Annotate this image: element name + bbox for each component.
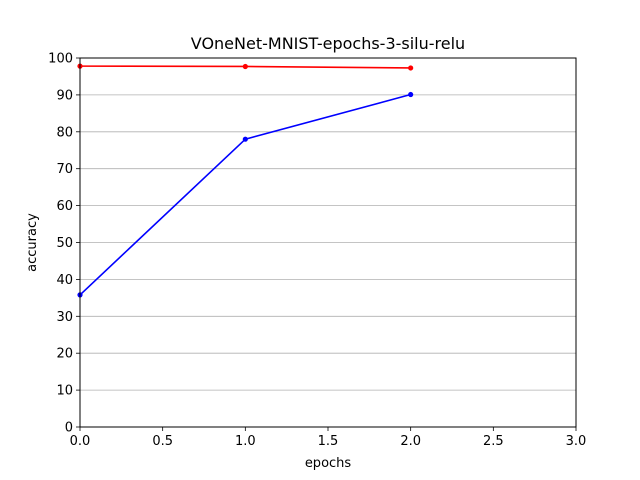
- y-tick-label: 30: [56, 310, 73, 325]
- x-tick-label: 1.0: [235, 434, 256, 449]
- data-point: [242, 63, 248, 70]
- y-tick-label: 0: [65, 421, 73, 436]
- grid-lines: [80, 57, 576, 428]
- y-tick-label: 90: [56, 88, 73, 103]
- x-tick-label: 2.5: [483, 434, 504, 449]
- x-tick-label: 0.0: [70, 434, 91, 449]
- y-axis-ticks: 0 10 20 30 40 50 60 70 80 90 100: [48, 52, 80, 436]
- y-tick-label: 80: [56, 125, 73, 140]
- series-line: [79, 93, 411, 296]
- y-tick-label: 100: [48, 52, 73, 67]
- data-point: [408, 65, 414, 71]
- x-tick-label: 1.5: [318, 434, 339, 449]
- y-tick-label: 70: [56, 162, 73, 177]
- x-tick-label: 0.5: [152, 434, 173, 449]
- series-group: [77, 63, 414, 298]
- y-tick-label: 40: [56, 273, 73, 288]
- y-tick-label: 10: [56, 384, 73, 399]
- y-tick-label: 20: [56, 347, 73, 362]
- data-point: [242, 136, 248, 142]
- y-axis-label: accuracy: [25, 213, 40, 272]
- x-tick-label: 2.0: [400, 434, 421, 449]
- chart-title: VOneNet-MNIST-epochs-3-silu-relu: [191, 34, 465, 53]
- y-tick-label: 60: [56, 199, 73, 214]
- x-tick-label: 3.0: [566, 434, 587, 449]
- y-tick-label: 50: [56, 236, 73, 251]
- x-axis-label: epochs: [305, 456, 352, 471]
- x-axis-ticks: 0.0 0.5 1.0 1.5 2.0 2.5 3.0: [70, 427, 587, 449]
- data-point: [408, 91, 414, 98]
